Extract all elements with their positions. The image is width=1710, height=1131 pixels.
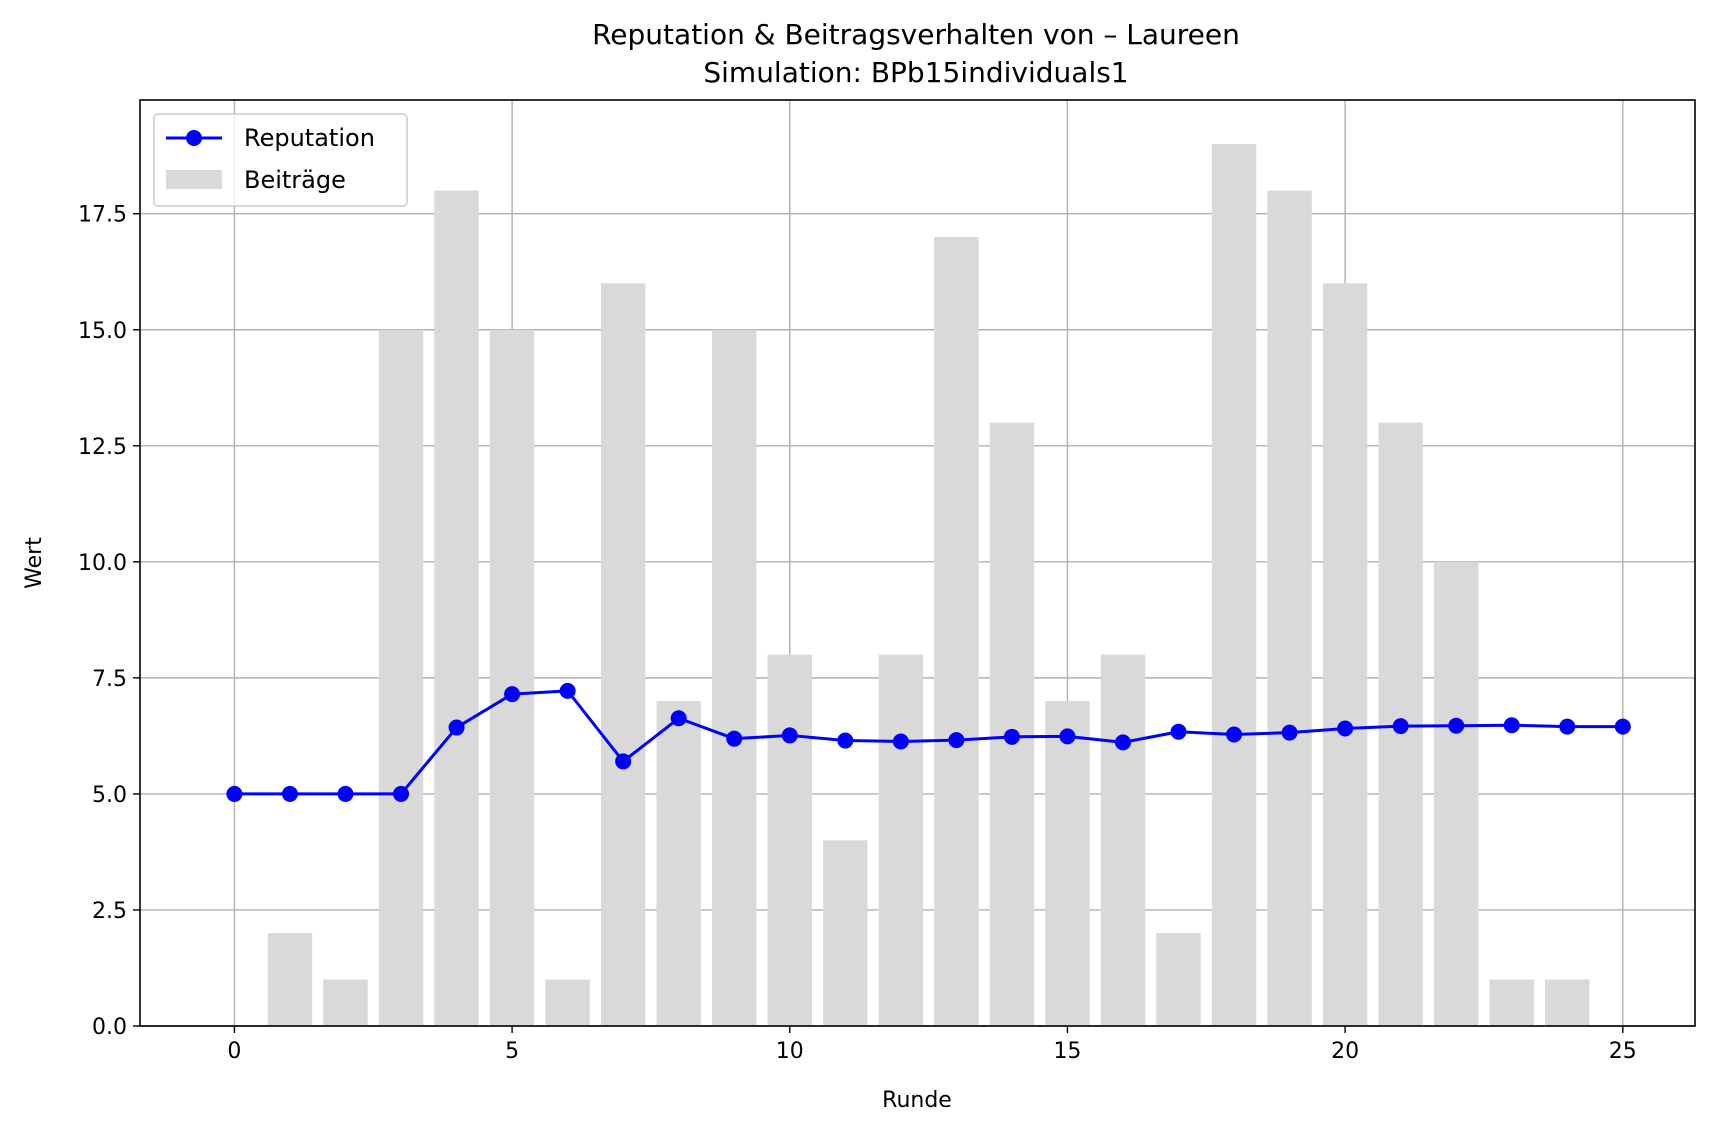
bar-beitraege <box>823 840 868 1026</box>
reputation-point <box>1337 720 1354 737</box>
reputation-point <box>1503 717 1520 734</box>
bar-beitraege <box>545 979 590 1026</box>
reputation-point <box>1059 728 1076 745</box>
reputation-line <box>234 689 1623 796</box>
y-tick-label: 10.0 <box>78 551 127 576</box>
reputation-point <box>670 710 687 727</box>
y-axis-ticks: 0.0 2.5 5.0 7.5 10.0 12.5 15.0 17.5 <box>78 203 140 1040</box>
bar-beitraege <box>1211 144 1257 1027</box>
bar-beitraege <box>1267 190 1312 1026</box>
reputation-point <box>892 733 909 750</box>
reputation-point <box>226 785 243 802</box>
chart-subtitle: Simulation: BPb15individuals1 <box>703 56 1128 89</box>
bar-beitraege <box>1322 283 1368 1026</box>
bar-series <box>267 144 1590 1027</box>
bar-beitraege <box>267 933 313 1026</box>
reputation-point <box>1114 734 1131 751</box>
x-tick-label: 0 <box>227 1039 241 1064</box>
y-tick-label: 12.5 <box>78 435 127 460</box>
bar-beitraege <box>434 190 479 1026</box>
reputation-point <box>1559 718 1576 735</box>
bar-beitraege <box>989 422 1035 1026</box>
reputation-point <box>337 785 354 802</box>
y-tick-label: 17.5 <box>78 203 127 228</box>
x-tick-label: 20 <box>1331 1039 1359 1064</box>
reputation-point <box>1226 726 1243 743</box>
bar-beitraege <box>1045 701 1090 1026</box>
y-tick-label: 7.5 <box>92 667 127 692</box>
bar-beitraege <box>878 654 924 1026</box>
reputation-point <box>448 719 465 736</box>
line-series <box>226 682 1631 802</box>
bar-beitraege <box>489 329 535 1026</box>
reputation-point <box>504 686 521 703</box>
bar-beitraege <box>378 329 424 1026</box>
bar-beitraege <box>600 283 646 1026</box>
reputation-point <box>393 785 410 802</box>
bar-beitraege <box>656 701 701 1026</box>
legend: Reputation Beiträge <box>153 113 408 207</box>
bar-beitraege <box>1433 561 1479 1026</box>
reputation-point <box>781 727 798 744</box>
reputation-point <box>1170 723 1187 740</box>
reputation-point <box>281 785 298 802</box>
bar-beitraege <box>1545 979 1590 1026</box>
plot-frame <box>139 99 1696 1027</box>
bar-beitraege <box>1489 979 1534 1026</box>
x-tick-label: 5 <box>505 1039 519 1064</box>
reputation-point <box>948 732 965 749</box>
reputation-point <box>559 682 576 699</box>
x-axis-label: Runde <box>882 1088 952 1113</box>
legend-reputation-label: Reputation <box>244 124 375 152</box>
bar-beitraege <box>934 236 979 1027</box>
bar-beitraege <box>712 329 757 1026</box>
legend-reputation-marker <box>186 130 202 146</box>
bar-beitraege <box>1156 933 1201 1026</box>
reputation-point <box>726 730 743 747</box>
reputation-point <box>1448 717 1465 734</box>
reputation-point <box>1614 718 1631 735</box>
x-axis-ticks: 0 5 10 15 20 25 <box>227 1026 1637 1064</box>
y-tick-label: 5.0 <box>92 783 127 808</box>
x-tick-label: 25 <box>1609 1039 1637 1064</box>
reputation-point <box>837 732 854 749</box>
y-tick-label: 2.5 <box>92 899 127 924</box>
x-tick-label: 10 <box>776 1039 804 1064</box>
chart-title: Reputation & Beitragsverhalten von – Lau… <box>592 18 1240 51</box>
x-tick-label: 15 <box>1053 1039 1081 1064</box>
reputation-point <box>1392 718 1409 735</box>
y-tick-label: 15.0 <box>78 319 127 344</box>
reputation-point <box>1281 724 1298 741</box>
y-axis-label: Wert <box>22 537 47 589</box>
legend-beitraege-swatch <box>166 170 222 189</box>
bar-beitraege <box>767 654 812 1026</box>
legend-beitraege-label: Beiträge <box>244 166 346 194</box>
bar-beitraege <box>323 979 368 1026</box>
reputation-point <box>1003 728 1020 745</box>
reputation-point <box>615 753 632 770</box>
y-tick-label: 0.0 <box>92 1015 127 1040</box>
bar-beitraege <box>1100 654 1146 1026</box>
